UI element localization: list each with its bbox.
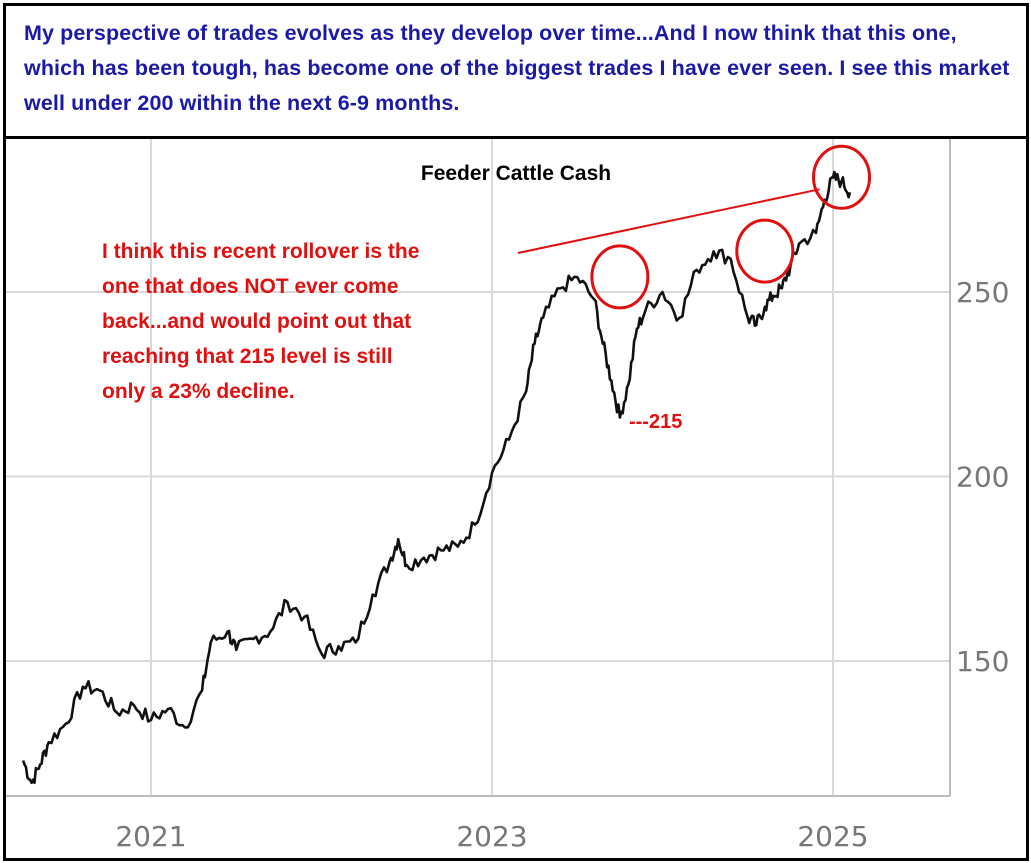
x-tick-label-2025: 2025 (797, 820, 868, 853)
header-quote-box: My perspective of trades evolves as they… (6, 6, 1026, 139)
annotation-line-4: reaching that 215 level is still (102, 345, 393, 368)
annotation-pointer-line (517, 188, 820, 254)
chart-frame: 2021 2023 2025 150 200 250 Feeder Cattle Cash… (3, 3, 1029, 861)
x-tick-label-2021: 2021 (115, 820, 186, 853)
level-label-215: ---215 (629, 411, 682, 433)
annotation-text: I think this recent rollover is the one t… (102, 240, 419, 403)
peak-circle-1 (590, 244, 650, 310)
annotation-line-2: one that does NOT ever come (102, 275, 398, 298)
peak-circles (590, 144, 872, 310)
gridlines (6, 139, 950, 796)
tick-labels: 2021 2023 2025 150 200 250 (115, 276, 1009, 853)
x-tick-label-2023: 2023 (456, 820, 527, 853)
y-tick-label-200: 200 (956, 461, 1009, 494)
price-series (21, 170, 852, 785)
annotation-line-1: I think this recent rollover is the (102, 240, 419, 263)
annotation-line-3: back...and would point out that (102, 310, 411, 333)
y-tick-label-150: 150 (956, 645, 1009, 678)
peak-circle-2 (735, 218, 795, 284)
price-line (21, 170, 852, 785)
chart-title: Feeder Cattle Cash (421, 162, 611, 185)
header-quote: My perspective of trades evolves as they… (24, 21, 1010, 115)
peak-circle-3 (812, 144, 872, 210)
axes (6, 139, 951, 797)
y-tick-label-250: 250 (956, 276, 1009, 309)
annotation-line-5: only a 23% decline. (102, 380, 295, 403)
chart-canvas: 2021 2023 2025 150 200 250 Feeder Cattle Cash… (6, 139, 1009, 853)
